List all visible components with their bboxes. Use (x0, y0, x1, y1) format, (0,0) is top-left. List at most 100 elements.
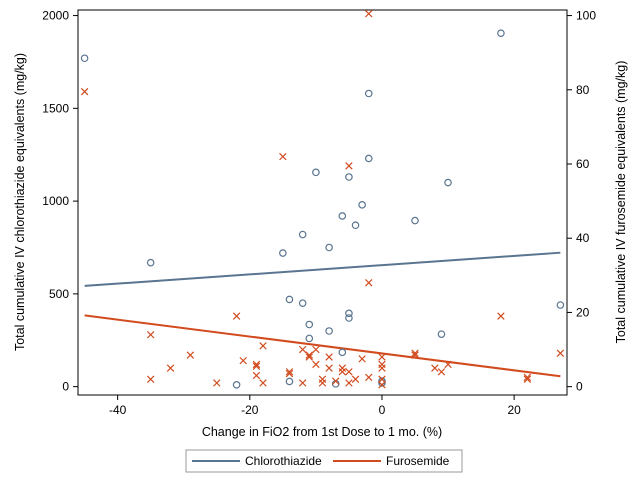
point-furosemide (365, 373, 373, 382)
point-furosemide (252, 362, 261, 370)
point-furosemide (146, 330, 155, 339)
fit-line-furosemide (84, 314, 561, 378)
point-furosemide (252, 371, 261, 380)
point-furosemide (80, 87, 89, 96)
point-furosemide (259, 379, 267, 387)
point-furosemide (146, 375, 155, 383)
point-furosemide (298, 379, 307, 387)
data-markers (80, 9, 565, 389)
point-chlorothiazide (497, 29, 505, 37)
y-left-tick-label: 0 (62, 380, 69, 394)
point-chlorothiazide (279, 249, 287, 257)
x-tick-label: -20 (241, 403, 259, 417)
y-right-tick-label: 20 (576, 305, 590, 319)
point-chlorothiazide (232, 380, 241, 389)
point-chlorothiazide (444, 178, 452, 187)
point-chlorothiazide (305, 334, 314, 343)
point-furosemide (497, 312, 505, 320)
point-chlorothiazide (325, 243, 333, 252)
point-furosemide (285, 369, 294, 378)
point-furosemide (325, 353, 333, 361)
point-furosemide (312, 360, 320, 369)
plot-area-frame (77, 9, 568, 396)
point-furosemide (411, 349, 419, 357)
point-chlorothiazide (298, 299, 307, 307)
y-right-tick-label: 60 (576, 157, 590, 171)
point-chlorothiazide (80, 54, 89, 63)
point-furosemide (285, 368, 294, 376)
point-chlorothiazide (556, 301, 565, 309)
point-furosemide (411, 351, 419, 359)
y-right-tick-label: 0 (576, 380, 583, 394)
point-chlorothiazide (345, 173, 353, 181)
point-furosemide (252, 360, 261, 369)
point-furosemide (378, 353, 386, 361)
point-furosemide (365, 279, 373, 287)
point-furosemide (338, 368, 347, 376)
point-furosemide (378, 381, 386, 389)
point-chlorothiazide (285, 295, 294, 304)
legend-box (185, 449, 463, 473)
point-chlorothiazide (285, 377, 294, 386)
x-axis: -40 -20 0 20 (109, 395, 521, 417)
point-furosemide (378, 375, 386, 383)
point-chlorothiazide (338, 212, 347, 220)
point-chlorothiazide (146, 258, 155, 267)
x-axis-title: Change in FiO2 from 1st Dose to 1 mo. (%… (202, 425, 442, 439)
point-furosemide (365, 9, 373, 18)
point-furosemide (523, 373, 532, 382)
x-tick-label: 0 (379, 403, 386, 417)
point-furosemide (556, 349, 565, 357)
point-furosemide (186, 351, 195, 359)
point-furosemide (239, 356, 247, 365)
point-chlorothiazide (338, 348, 347, 357)
y-left-tick-label: 2000 (42, 9, 69, 23)
y-left-tick-label: 1500 (42, 101, 69, 115)
point-furosemide (318, 379, 327, 387)
point-furosemide (213, 379, 221, 387)
y-axis-right-title: Total cumulative IV furosemide equivalen… (614, 61, 628, 344)
point-furosemide (358, 355, 366, 363)
point-furosemide (378, 364, 386, 372)
point-chlorothiazide (345, 314, 353, 322)
y-axis-left-title: Total cumulative IV chlorothiazide equiv… (13, 53, 27, 351)
legend: Chlorothiazide Furosemide (185, 449, 463, 473)
y-left-tick-label: 500 (49, 287, 69, 301)
y-axis-right: 0 20 40 60 80 100 (567, 9, 596, 394)
fit-lines (84, 251, 561, 378)
point-furosemide (232, 312, 241, 320)
point-chlorothiazide (325, 327, 333, 335)
point-chlorothiazide (298, 230, 307, 239)
point-furosemide (444, 360, 452, 369)
point-chlorothiazide (305, 320, 314, 329)
point-furosemide (345, 162, 353, 170)
y-right-tick-label: 40 (576, 231, 590, 245)
point-chlorothiazide (351, 221, 360, 230)
y-right-tick-label: 100 (576, 9, 596, 23)
point-furosemide (331, 377, 340, 385)
point-furosemide (279, 152, 287, 161)
point-chlorothiazide (345, 309, 353, 318)
point-furosemide (312, 345, 320, 354)
point-furosemide (298, 345, 307, 354)
y-right-tick-label: 80 (576, 83, 590, 97)
point-furosemide (345, 379, 353, 387)
point-chlorothiazide (364, 154, 373, 163)
point-chlorothiazide (358, 201, 366, 209)
point-furosemide (437, 368, 446, 376)
y-axis-left: 0 500 1000 1500 2000 (42, 9, 78, 394)
point-furosemide (305, 351, 314, 359)
point-furosemide (166, 364, 175, 372)
point-furosemide (345, 368, 353, 376)
point-furosemide (431, 364, 439, 372)
x-tick-label: 20 (507, 403, 521, 417)
point-furosemide (305, 353, 314, 361)
y-left-tick-label: 1000 (42, 194, 69, 208)
point-chlorothiazide (411, 216, 419, 225)
fit-line-chlorothiazide (84, 251, 561, 287)
point-furosemide (351, 375, 360, 383)
point-furosemide (325, 364, 333, 372)
point-furosemide (259, 342, 267, 350)
